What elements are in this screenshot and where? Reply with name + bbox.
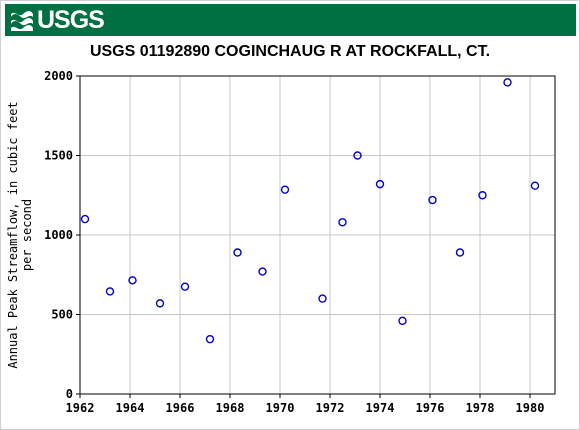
usgs-logo[interactable]: USGS xyxy=(10,6,105,34)
x-tick-label: 1972 xyxy=(316,401,345,415)
data-point xyxy=(80,214,90,224)
usgs-wave-icon xyxy=(11,11,33,31)
y-tick-label: 2000 xyxy=(44,69,73,83)
data-point xyxy=(338,218,347,227)
grid-layer xyxy=(79,75,555,395)
chart-title: USGS 01192890 COGINCHAUG R AT ROCKFALL, … xyxy=(89,43,491,60)
data-point xyxy=(318,294,327,303)
data-point xyxy=(258,267,267,276)
data-points xyxy=(80,78,540,344)
y-tick-label: 0 xyxy=(66,387,73,401)
x-tick-label: 1964 xyxy=(116,401,145,415)
data-point xyxy=(205,334,215,344)
data-point xyxy=(128,276,137,285)
usgs-header-banner: USGS xyxy=(5,4,576,36)
data-point xyxy=(233,248,242,257)
x-tick-label: 1966 xyxy=(166,401,195,415)
data-point xyxy=(530,181,540,190)
y-axis-label-line: Annual Peak Streamflow, in cubic feet xyxy=(6,101,20,368)
x-tick-label: 1970 xyxy=(266,401,295,415)
data-point xyxy=(398,316,407,326)
data-point xyxy=(180,282,190,291)
x-tick-label: 1978 xyxy=(466,401,495,415)
data-point xyxy=(155,299,165,308)
y-axis-label: Annual Peak Streamflow, in cubic feet per… xyxy=(6,101,34,368)
data-point xyxy=(105,287,115,296)
y-tick-label: 1000 xyxy=(44,228,73,242)
y-tick-label: 1500 xyxy=(44,149,73,163)
x-tick-label: 1976 xyxy=(416,401,445,415)
data-point xyxy=(478,191,487,200)
axis-ticks: 1962 1964 1966 1968 1970 1972 1974 1976 1978 1980… xyxy=(44,69,544,415)
data-point xyxy=(280,185,290,194)
x-tick-label: 1962 xyxy=(66,401,95,415)
data-point xyxy=(503,78,512,87)
data-point xyxy=(375,179,385,189)
usgs-logo-text: USGS xyxy=(37,6,105,34)
y-axis-label-line: per second xyxy=(20,199,34,271)
x-tick-label: 1980 xyxy=(516,401,545,415)
data-point xyxy=(428,195,437,205)
data-point xyxy=(455,248,465,257)
y-tick-label: 500 xyxy=(51,308,73,322)
x-tick-label: 1968 xyxy=(216,401,245,415)
x-tick-label: 1974 xyxy=(366,401,395,415)
data-point xyxy=(353,151,362,160)
